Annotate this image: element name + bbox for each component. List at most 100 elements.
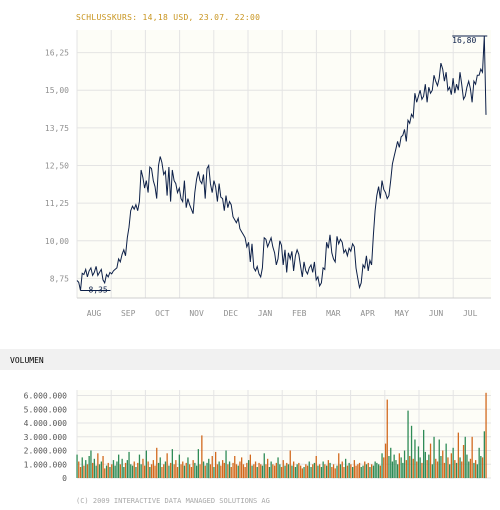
volume-bar xyxy=(93,458,95,479)
volume-bar xyxy=(289,450,291,478)
volume-bar xyxy=(220,465,222,478)
volume-bar xyxy=(185,462,187,478)
price-x-tick-label: APR xyxy=(360,309,375,318)
volume-bar xyxy=(365,464,368,479)
volume-bar xyxy=(466,454,468,478)
volume-bar xyxy=(372,465,375,478)
volume-bar xyxy=(412,458,414,479)
volume-bar xyxy=(481,457,484,478)
volume-bar xyxy=(176,467,179,478)
volume-bar xyxy=(468,461,470,478)
volume-bar xyxy=(258,462,260,478)
price-x-tick-label: NOV xyxy=(189,309,204,318)
volume-bar xyxy=(461,461,463,478)
volume-bar xyxy=(85,460,87,478)
price-x-tick-label: OCT xyxy=(155,309,170,318)
volume-bar xyxy=(301,468,303,478)
volume-bar xyxy=(332,464,335,479)
volume-bar xyxy=(343,467,345,478)
volume-bar xyxy=(435,458,437,479)
volume-bar xyxy=(475,460,477,478)
volume-bar xyxy=(130,464,132,479)
volume-bar xyxy=(197,449,199,478)
volume-bar xyxy=(190,467,193,478)
volume-bar xyxy=(111,464,113,479)
volume-bar xyxy=(95,465,97,478)
volume-bar xyxy=(443,462,446,478)
volume-bar xyxy=(350,464,352,479)
volume-bar xyxy=(374,461,376,478)
volume-bar xyxy=(284,465,286,478)
volume-y-axis: 0 1.000.000 2.000.000 3.000.000 4.000.000 5.0… xyxy=(24,392,68,484)
volume-bar xyxy=(199,464,201,479)
volume-bar xyxy=(76,454,78,478)
volume-bar xyxy=(447,457,449,478)
volume-bar xyxy=(317,465,319,478)
volume-bar xyxy=(378,464,380,479)
price-y-tick-label: 13,75 xyxy=(45,124,69,133)
volume-bar xyxy=(383,457,385,478)
volume-bar xyxy=(315,456,317,478)
volume-bar xyxy=(121,458,123,479)
volume-bar xyxy=(346,465,349,478)
volume-bar xyxy=(254,461,257,478)
volume-bar xyxy=(223,462,225,478)
volume-bar xyxy=(369,467,371,478)
volume-bar xyxy=(310,467,312,478)
volume-bar xyxy=(410,425,413,479)
volume-bar xyxy=(119,464,121,479)
volume-bar xyxy=(341,461,343,478)
price-x-tick-label: MAR xyxy=(326,309,341,318)
volume-bar xyxy=(324,464,326,479)
volume-bar xyxy=(189,464,191,479)
volume-bar xyxy=(449,464,451,479)
price-x-axis: AUG SEP OCT NOV DEC JAN FEB MAR APR MAY JUN JUL xyxy=(87,309,478,318)
volume-bar xyxy=(345,458,347,479)
volume-bar xyxy=(306,465,309,478)
volume-header-band xyxy=(0,349,500,370)
price-y-tick-label: 11,25 xyxy=(45,199,69,208)
volume-bar xyxy=(419,457,421,478)
volume-bar xyxy=(156,447,158,479)
volume-bar xyxy=(180,464,182,479)
volume-bar xyxy=(263,453,265,479)
volume-bar xyxy=(166,453,168,479)
volume-bar xyxy=(275,462,277,478)
volume-y-tick-label: 0 xyxy=(62,474,67,483)
volume-bar xyxy=(381,453,383,479)
volume-bar xyxy=(123,467,125,478)
volume-bar xyxy=(114,465,116,478)
volume-bar xyxy=(296,464,298,479)
volume-bar xyxy=(452,447,454,479)
volume-bar xyxy=(442,450,444,478)
volume-bar xyxy=(303,467,305,478)
price-x-tick-label: JUN xyxy=(429,309,444,318)
volume-bar xyxy=(268,467,271,478)
volume-bar xyxy=(128,451,130,478)
price-y-tick-label: 16,25 xyxy=(45,49,69,58)
volume-bar xyxy=(173,464,175,479)
volume-bar xyxy=(104,468,106,478)
volume-bar xyxy=(248,460,250,478)
volume-bar xyxy=(436,461,439,478)
volume-bar xyxy=(348,462,350,478)
price-y-tick-label: 12,50 xyxy=(45,162,69,171)
volume-bar xyxy=(480,456,482,478)
volume-bar xyxy=(305,464,307,479)
volume-bar xyxy=(159,457,161,478)
volume-bar xyxy=(253,464,255,479)
volume-bar xyxy=(459,457,461,478)
volume-bar xyxy=(90,450,92,478)
volume-bar xyxy=(265,464,267,479)
volume-bar xyxy=(414,439,416,478)
volume-bar xyxy=(286,462,288,478)
volume-bar xyxy=(86,464,89,479)
volume-bar xyxy=(83,465,85,478)
volume-bar xyxy=(260,464,262,479)
volume-bar xyxy=(107,462,109,478)
volume-bar xyxy=(178,454,180,478)
volume-bar xyxy=(438,439,440,478)
volume-bar xyxy=(246,462,248,478)
volume-bar xyxy=(150,464,153,479)
